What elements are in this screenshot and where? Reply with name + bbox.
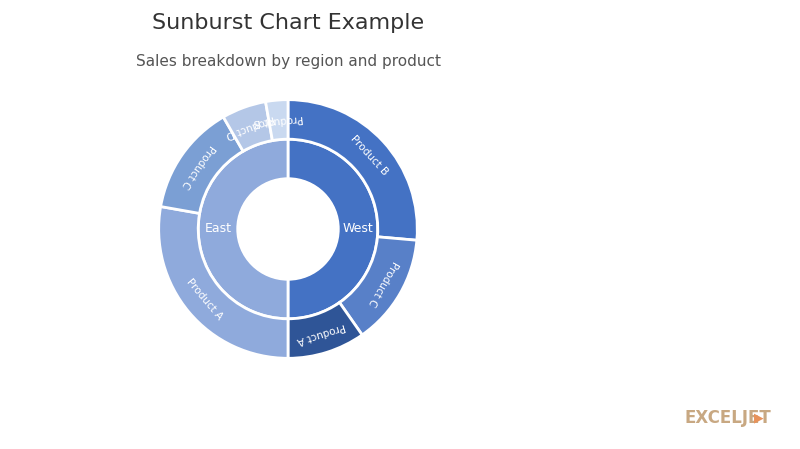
Text: West: West xyxy=(342,223,374,235)
Wedge shape xyxy=(288,303,362,358)
Text: Product C: Product C xyxy=(180,143,217,189)
Wedge shape xyxy=(198,139,288,319)
Text: Sales breakdown by region and product: Sales breakdown by region and product xyxy=(135,54,441,69)
Text: East: East xyxy=(205,223,231,235)
Text: EXCELJET: EXCELJET xyxy=(684,409,770,427)
Wedge shape xyxy=(288,139,378,319)
Wedge shape xyxy=(158,207,288,358)
Text: ▶: ▶ xyxy=(754,411,763,424)
Text: Product B: Product B xyxy=(348,133,390,177)
Circle shape xyxy=(238,179,338,279)
Wedge shape xyxy=(288,100,418,240)
Text: Product C: Product C xyxy=(366,260,400,308)
Wedge shape xyxy=(223,101,273,151)
Text: Product A: Product A xyxy=(295,321,346,346)
Wedge shape xyxy=(339,237,417,335)
Wedge shape xyxy=(266,100,288,141)
Text: Product A: Product A xyxy=(184,277,224,322)
Text: Product D: Product D xyxy=(225,113,276,140)
Text: Product B: Product B xyxy=(253,113,304,127)
Text: Sunburst Chart Example: Sunburst Chart Example xyxy=(152,13,424,34)
Wedge shape xyxy=(161,117,243,213)
